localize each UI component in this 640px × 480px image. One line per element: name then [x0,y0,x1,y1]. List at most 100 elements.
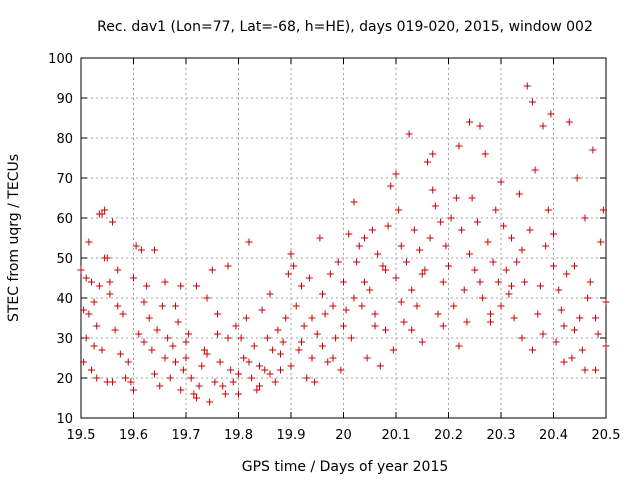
data-point [135,330,143,338]
data-point [187,374,195,382]
data-point [179,366,187,374]
data-point [219,382,227,390]
data-point [539,330,547,338]
data-point [224,334,232,342]
data-point [536,282,544,290]
data-point [345,230,353,238]
data-point [229,378,237,386]
data-point [497,178,505,186]
data-point [145,314,153,322]
data-point [269,346,277,354]
data-point [397,298,405,306]
data-point [508,234,515,242]
data-point [568,354,576,362]
data-point [319,290,326,298]
data-point [531,166,539,174]
data-point [130,386,137,394]
data-point [303,374,311,382]
data-point [492,206,500,214]
data-point [376,362,384,370]
data-point [515,190,523,198]
data-point [371,322,379,330]
data-point [200,346,208,354]
data-point [266,370,274,378]
data-point [431,202,439,210]
data-point [416,246,424,254]
data-point [518,334,526,342]
data-point [295,346,303,354]
data-point [547,110,555,118]
data-point [481,150,489,158]
data-point [439,322,447,330]
data-point [508,282,515,290]
data-point [502,266,510,274]
data-point [392,274,400,282]
data-point [214,330,221,338]
data-point [429,186,437,194]
data-point [271,378,279,386]
data-point [437,218,445,226]
data-point [366,286,374,294]
data-point [397,242,405,250]
data-point [245,358,253,366]
data-point [292,302,300,310]
data-point [439,278,447,286]
chart-title: Rec. dav1 (Lon=77, Lat=-68, h=HE), days … [97,19,593,35]
data-point [363,354,371,362]
data-point [203,350,211,358]
data-point [347,334,355,342]
data-point [85,310,93,318]
data-point [248,374,256,382]
data-point [429,150,437,158]
data-point [421,266,429,274]
data-point [80,358,88,366]
data-point [329,302,337,310]
data-point [256,382,263,390]
data-point [518,246,526,254]
data-point [563,270,571,278]
data-point [455,142,463,150]
data-point [127,378,135,386]
data-point [476,278,484,286]
data-point [350,294,358,302]
data-point [471,266,479,274]
data-point [161,354,169,362]
data-point [313,330,321,338]
data-point [250,342,258,350]
data-point [93,322,101,330]
data-point [143,282,151,290]
data-point [403,258,410,266]
data-point [463,318,471,326]
data-point [408,286,416,294]
data-point [523,82,531,90]
data-point [542,242,550,250]
data-point [550,262,557,270]
data-point [203,294,211,302]
data-point [460,286,468,294]
data-point [151,370,158,378]
data-point [529,98,536,106]
data-point [114,302,122,310]
data-point [206,398,214,406]
data-point [458,226,466,234]
data-point [550,230,557,238]
data-point [132,242,140,250]
data-point [164,334,172,342]
y-tick-label: 90 [56,92,73,107]
data-point [466,118,473,126]
data-point [589,146,597,154]
data-point [389,346,397,354]
data-point [198,362,206,370]
data-point [311,378,319,386]
data-point [101,206,109,214]
data-point [258,306,266,314]
data-point [355,242,363,250]
data-point [182,354,190,362]
data-point [340,322,347,330]
data-point [266,290,274,298]
data-point [340,278,347,286]
y-tick-label: 30 [56,332,73,347]
data-point [211,378,219,386]
data-point [208,266,216,274]
